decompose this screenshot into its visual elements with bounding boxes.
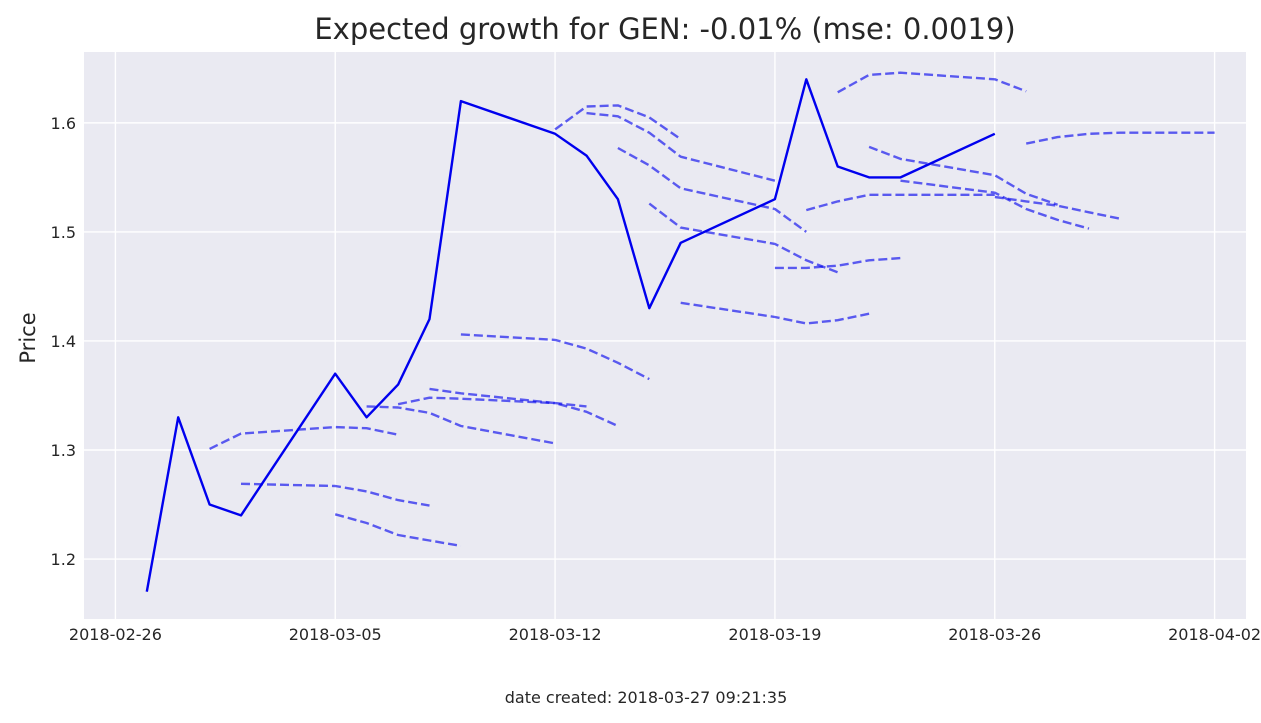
x-tick-label: 2018-03-26 xyxy=(948,625,1041,644)
x-tick-label: 2018-03-12 xyxy=(509,625,602,644)
forecast-line xyxy=(209,425,399,450)
forecast-line xyxy=(680,301,870,325)
x-tick-label: 2018-03-05 xyxy=(289,625,382,644)
y-tick-label: 1.3 xyxy=(51,441,76,460)
forecast-line xyxy=(366,405,556,445)
forecast-line xyxy=(994,195,1121,220)
y-tick-label: 1.2 xyxy=(51,550,76,569)
y-tick-label: 1.4 xyxy=(51,332,76,351)
forecast-series-group xyxy=(209,71,1215,548)
forecast-line xyxy=(1025,131,1215,145)
forecast-line xyxy=(460,333,650,381)
chart-title: Expected growth for GEN: -0.01% (mse: 0.… xyxy=(314,12,1015,46)
forecast-line xyxy=(586,111,776,182)
forecast-line xyxy=(774,256,901,270)
plot-area xyxy=(84,52,1246,619)
x-tick-label: 2018-02-26 xyxy=(69,625,162,644)
forecast-line xyxy=(805,193,995,212)
actual-series-group xyxy=(145,78,996,592)
x-tick-label: 2018-03-19 xyxy=(728,625,821,644)
y-axis-label: Price xyxy=(16,312,40,363)
forecast-line xyxy=(837,71,1027,94)
forecast-line xyxy=(617,146,808,233)
forecast-line xyxy=(397,396,587,408)
x-tick-labels: 2018-02-26 2018-03-05 2018-03-12 2018-03-19… xyxy=(69,625,1261,644)
x-tick-label: 2018-04-02 xyxy=(1168,625,1261,644)
y-tick-labels: 1.2 1.3 1.4 1.5 1.6 xyxy=(51,114,76,569)
y-tick-label: 1.5 xyxy=(51,223,76,242)
forecast-line xyxy=(240,482,430,507)
date-created-footer: date created: 2018-03-27 09:21:35 xyxy=(505,688,788,707)
forecast-line xyxy=(334,513,462,548)
forecast-line xyxy=(648,202,839,274)
forecast-line xyxy=(900,179,1090,230)
actual-price-line xyxy=(145,78,996,592)
forecast-line xyxy=(868,145,1058,206)
y-tick-label: 1.6 xyxy=(51,114,76,133)
forecast-line xyxy=(429,387,619,428)
forecast-line xyxy=(554,104,682,141)
x-gridlines xyxy=(114,52,1216,619)
y-gridlines xyxy=(84,122,1246,560)
